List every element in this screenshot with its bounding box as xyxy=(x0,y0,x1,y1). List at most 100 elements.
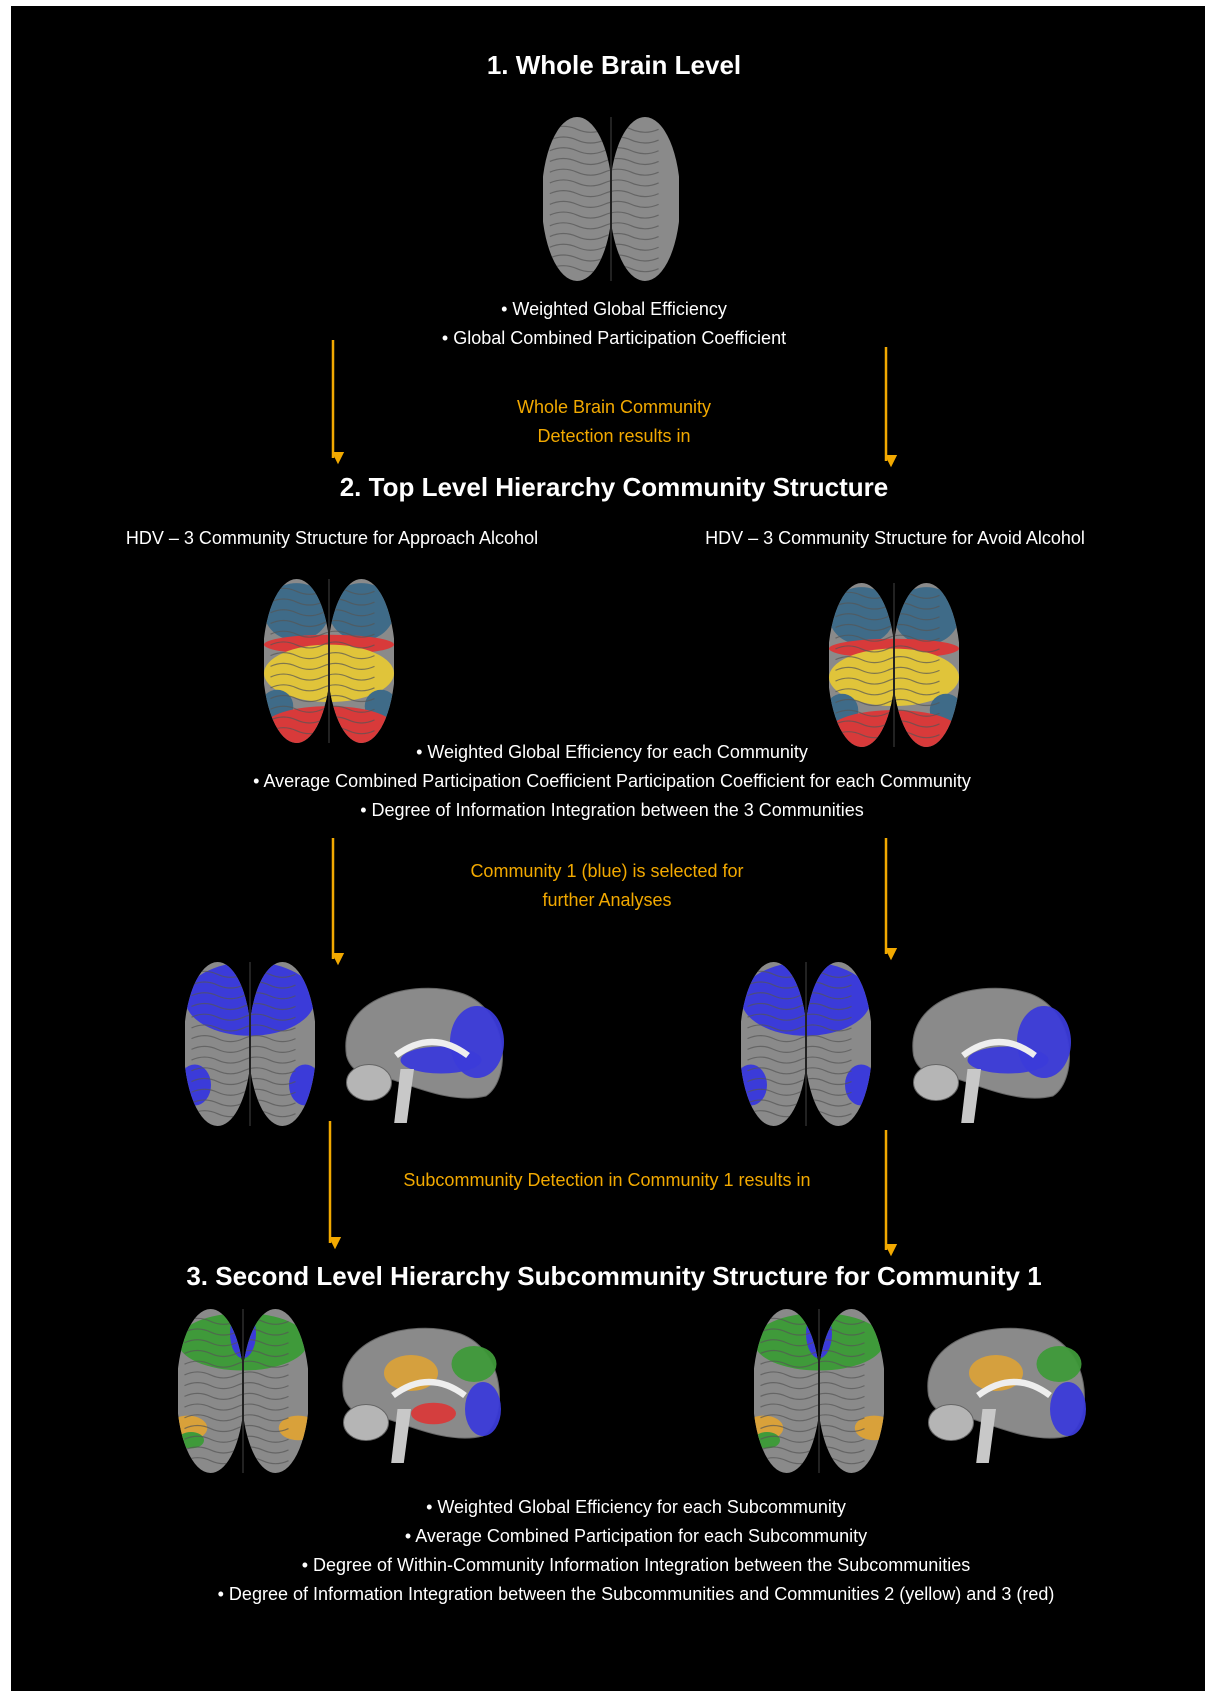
level-title: 1. Whole Brain Level xyxy=(487,50,741,80)
gyrus xyxy=(747,1088,852,1096)
gyrus xyxy=(191,1056,296,1064)
gyrus xyxy=(835,623,940,632)
gyrus xyxy=(270,673,375,681)
brainstem xyxy=(961,1069,981,1123)
gyrus xyxy=(760,1382,865,1390)
level-title: 2. Top Level Hierarchy Community Structu… xyxy=(340,472,889,502)
gyrus xyxy=(760,1371,865,1379)
gyrus xyxy=(549,200,659,208)
sagittal-brain xyxy=(345,987,504,1123)
gyrus xyxy=(835,677,940,685)
gyrus xyxy=(549,232,659,241)
gyrus xyxy=(760,1424,865,1433)
sagittal-brain xyxy=(342,1327,501,1463)
gyrus xyxy=(835,645,940,653)
gyrus xyxy=(549,179,659,187)
transition-text: Subcommunity Detection in Community 1 re… xyxy=(403,1170,810,1190)
axial-brain xyxy=(752,1309,886,1473)
transition-text: further Analyses xyxy=(542,890,671,910)
gyrus xyxy=(184,1360,289,1368)
gyrus xyxy=(191,1024,296,1032)
gyrus xyxy=(747,1067,852,1075)
gyrus xyxy=(760,1403,865,1411)
gyrus xyxy=(835,709,940,717)
gyrus xyxy=(747,1013,852,1021)
bullet: • Degree of Within-Community Information… xyxy=(302,1555,971,1575)
gyrus xyxy=(184,1424,289,1433)
gyrus xyxy=(835,666,940,674)
gyrus xyxy=(747,1035,852,1043)
region xyxy=(1036,1346,1082,1382)
axial-brain xyxy=(543,117,679,281)
gyrus xyxy=(549,147,659,155)
transition-text: Community 1 (blue) is selected for xyxy=(470,861,743,881)
bullet: • Weighted Global Efficiency for each Su… xyxy=(426,1497,846,1517)
gyrus xyxy=(760,1349,865,1358)
corpus-callosum xyxy=(391,1378,467,1399)
cerebellum xyxy=(343,1404,389,1441)
gyrus xyxy=(760,1339,865,1347)
region xyxy=(329,583,394,641)
gyrus xyxy=(191,1035,296,1043)
gyrus xyxy=(760,1435,865,1443)
gyrus xyxy=(747,1056,852,1064)
gyrus xyxy=(184,1414,289,1422)
bullet: • Average Combined Participation Coeffic… xyxy=(253,771,971,791)
cerebellum xyxy=(928,1404,974,1441)
gyrus xyxy=(184,1371,289,1379)
gyrus xyxy=(184,1349,289,1358)
gyrus xyxy=(191,1077,296,1086)
gyrus xyxy=(270,619,375,628)
gyrus xyxy=(549,243,659,251)
sagittal-brain xyxy=(927,1327,1086,1463)
bullet: • Degree of Information Integration betw… xyxy=(360,800,864,820)
sagittal-brain xyxy=(912,987,1071,1123)
gyrus xyxy=(184,1435,289,1443)
group-label: HDV – 3 Community Structure for Avoid Al… xyxy=(705,528,1085,548)
region xyxy=(894,587,959,645)
transition-text: Whole Brain Community xyxy=(517,397,711,417)
axial-brain xyxy=(183,962,317,1126)
corpus-callosum xyxy=(976,1378,1052,1399)
bullet: • Average Combined Participation for eac… xyxy=(405,1526,867,1546)
gyrus xyxy=(270,694,375,703)
brain-images xyxy=(176,117,1086,1473)
level-title: 3. Second Level Hierarchy Subcommunity S… xyxy=(186,1261,1041,1291)
gyrus xyxy=(747,1077,852,1086)
gyrus xyxy=(270,609,375,617)
gyrus xyxy=(270,641,375,649)
brainstem xyxy=(394,1069,414,1123)
bullet: • Weighted Global Efficiency xyxy=(501,299,727,319)
axial-brain xyxy=(827,583,961,747)
gyrus xyxy=(747,1024,852,1032)
gyrus xyxy=(747,1002,852,1011)
bullet: • Weighted Global Efficiency for each Co… xyxy=(416,742,808,762)
cerebellum xyxy=(346,1064,392,1101)
region xyxy=(465,1382,501,1436)
gyrus xyxy=(835,613,940,621)
gyrus xyxy=(191,1002,296,1011)
transition-text: Detection results in xyxy=(537,426,690,446)
gyrus xyxy=(760,1414,865,1422)
gyrus xyxy=(191,1013,296,1021)
axial-brain xyxy=(262,579,396,743)
gyrus xyxy=(184,1382,289,1390)
gyrus xyxy=(747,992,852,1000)
gyrus xyxy=(184,1339,289,1347)
corpus-callosum xyxy=(961,1038,1037,1059)
gyrus xyxy=(270,684,375,692)
gyrus xyxy=(835,656,940,664)
brainstem xyxy=(976,1409,996,1463)
bullet: • Global Combined Participation Coeffici… xyxy=(442,328,786,348)
gyrus xyxy=(270,652,375,660)
gyrus xyxy=(270,662,375,670)
gyrus xyxy=(747,1045,852,1053)
gyrus xyxy=(549,157,659,166)
bullet: • Degree of Information Integration betw… xyxy=(218,1584,1055,1604)
gyrus xyxy=(549,222,659,230)
gyrus xyxy=(835,634,940,642)
region xyxy=(411,1402,456,1425)
gyrus xyxy=(191,1067,296,1075)
gyrus xyxy=(835,698,940,707)
